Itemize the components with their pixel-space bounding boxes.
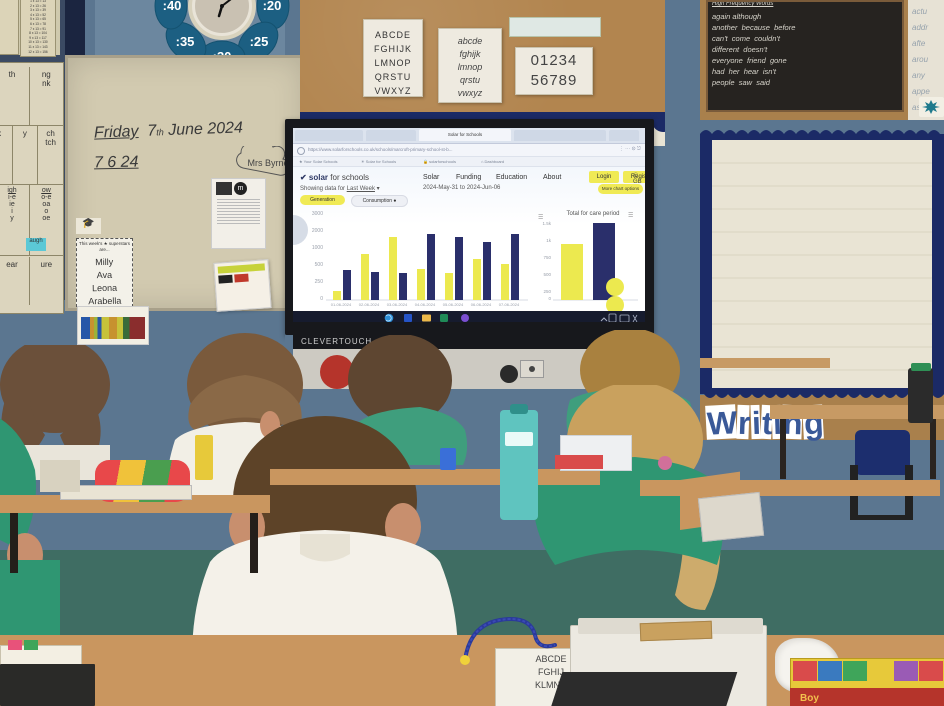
svg-text:1k: 1k xyxy=(546,238,552,243)
svg-text:05-06-2024: 05-06-2024 xyxy=(443,302,464,307)
svg-text::35: :35 xyxy=(176,34,195,49)
svg-text:Total for care period: Total for care period xyxy=(566,211,619,217)
svg-text:250: 250 xyxy=(315,279,324,285)
svg-text:03-06-2024: 03-06-2024 xyxy=(387,302,408,307)
svg-text:02-06-2024: 02-06-2024 xyxy=(359,302,380,307)
svg-text:☰: ☰ xyxy=(538,214,543,221)
svg-text::20: :20 xyxy=(263,0,282,13)
svg-text:☰: ☰ xyxy=(628,212,633,219)
svg-text:500: 500 xyxy=(543,272,551,277)
svg-text:0: 0 xyxy=(548,296,551,301)
svg-text:01-06-2024: 01-06-2024 xyxy=(331,302,352,307)
svg-text:1000: 1000 xyxy=(312,245,323,251)
svg-text:1.5k: 1.5k xyxy=(542,221,551,226)
svg-text:500: 500 xyxy=(315,262,324,268)
svg-text::40: :40 xyxy=(163,0,182,13)
svg-text:06-06-2024: 06-06-2024 xyxy=(471,302,492,307)
svg-text:Mrs Byrne: Mrs Byrne xyxy=(247,158,288,168)
svg-text:3000: 3000 xyxy=(312,211,323,217)
svg-text:750: 750 xyxy=(543,255,551,260)
svg-text::25: :25 xyxy=(250,34,269,49)
svg-text:2000: 2000 xyxy=(312,228,323,234)
svg-text:250: 250 xyxy=(543,289,551,294)
svg-text:07-06-2024: 07-06-2024 xyxy=(499,302,520,307)
svg-text:0: 0 xyxy=(320,296,323,302)
svg-text:04-06-2024: 04-06-2024 xyxy=(415,302,436,307)
